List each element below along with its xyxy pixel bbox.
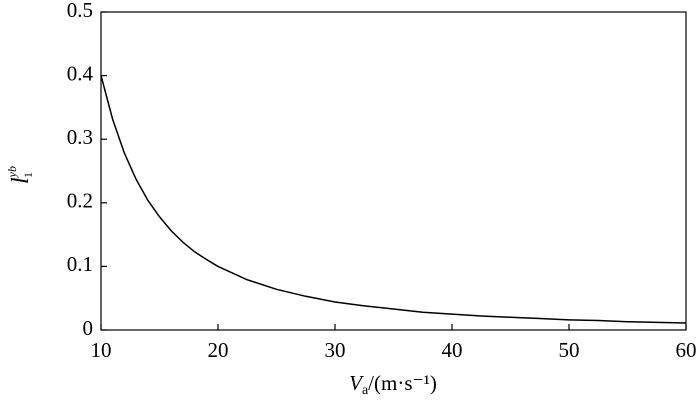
y-tick-label: 0.5 <box>67 0 93 22</box>
y-tick-label: 0 <box>83 316 94 340</box>
x-tick-label: 20 <box>208 338 229 362</box>
y-tick-label: 0.2 <box>67 189 93 213</box>
y-label-symbol: l <box>8 177 34 184</box>
y-label-sup: yb <box>5 166 19 178</box>
y-tick-label: 0.1 <box>67 252 93 276</box>
x-tick-label: 60 <box>676 338 697 362</box>
y-tick-label: 0.4 <box>67 61 94 85</box>
x-tick-label: 10 <box>91 338 112 362</box>
plot-frame <box>100 11 687 331</box>
x-tick-label: 50 <box>559 338 580 362</box>
x-tick-label: 40 <box>442 338 463 362</box>
x-label-unit: /(m·s⁻¹) <box>368 371 437 395</box>
y-axis-label: lyb 1 <box>5 166 35 184</box>
x-axis-label: Va/(m·s⁻¹) <box>349 371 437 398</box>
y-tick-label: 0.3 <box>67 125 93 149</box>
x-label-sub: a <box>362 383 369 398</box>
x-label-symbol: V <box>349 371 364 395</box>
y-label-text: lyb 1 <box>5 166 35 184</box>
x-tick-label: 30 <box>325 338 346 362</box>
y-label-sub: 1 <box>21 172 35 178</box>
line-series <box>100 75 687 324</box>
